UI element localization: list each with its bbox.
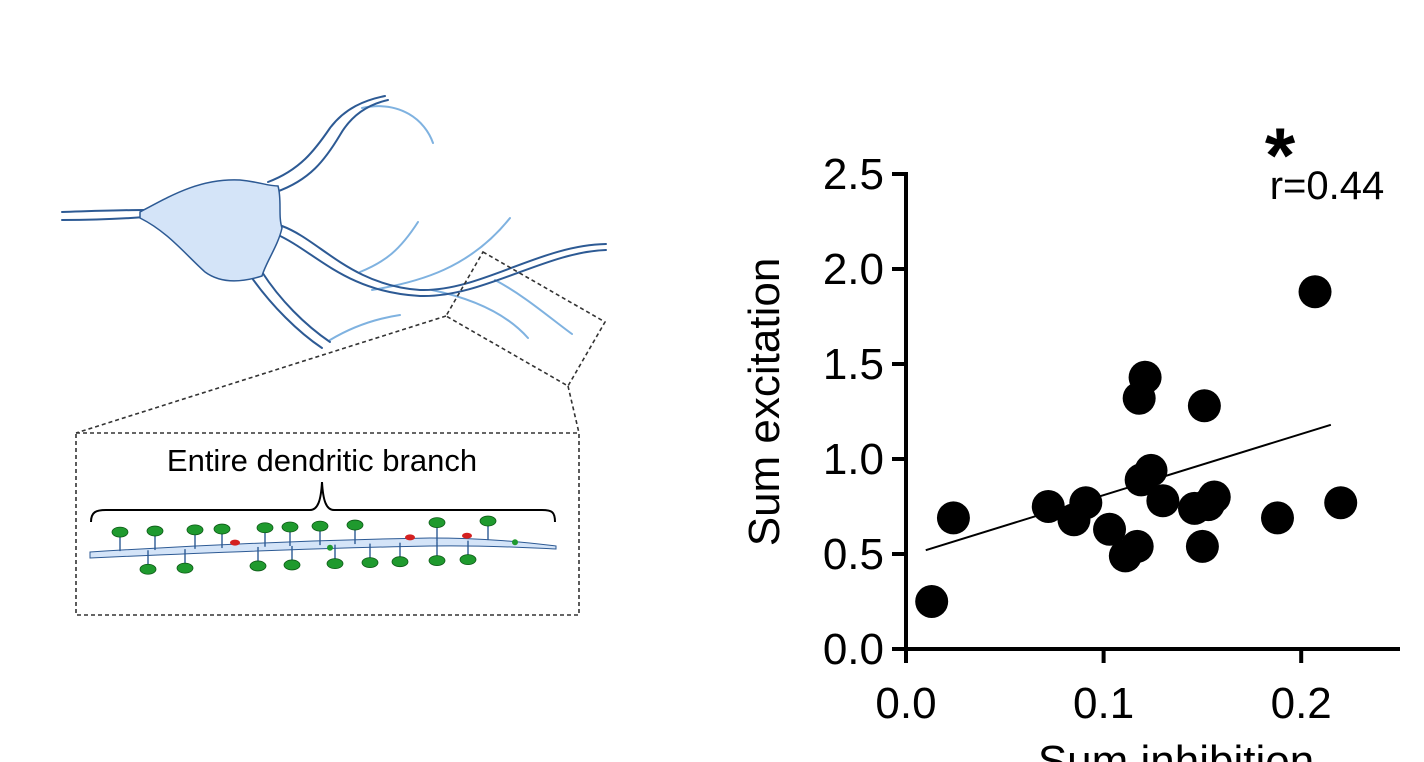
zoom-connector-left bbox=[75, 315, 447, 434]
zoom-connector-right bbox=[567, 385, 580, 434]
correlation-label: r=0.44 bbox=[1270, 164, 1385, 208]
excitatory-spine-head bbox=[391, 556, 409, 568]
inset-spines bbox=[111, 515, 518, 575]
excitatory-spine-head bbox=[326, 558, 344, 570]
inhibitory-synapse bbox=[462, 532, 472, 539]
y-tick-label: 0.5 bbox=[823, 530, 884, 579]
excitatory-spine-head bbox=[361, 557, 379, 568]
neuron-soma bbox=[139, 179, 283, 282]
x-tick-label: 0.0 bbox=[875, 679, 936, 728]
long-dendrite-a bbox=[281, 225, 607, 292]
y-tick-label: 0.0 bbox=[823, 625, 884, 674]
data-points bbox=[915, 275, 1358, 618]
scatter-point bbox=[1260, 501, 1294, 535]
excitatory-spine-head bbox=[311, 520, 329, 532]
axon-left-upper bbox=[61, 209, 146, 213]
excitatory-spine-head bbox=[111, 526, 129, 538]
excitatory-spine-head bbox=[346, 519, 364, 531]
scatter-point bbox=[1324, 486, 1358, 520]
branch-label: Entire dendritic branch bbox=[167, 443, 477, 478]
y-tick-label: 2.0 bbox=[823, 245, 884, 294]
inhibitory-synapse bbox=[230, 539, 240, 546]
thin-dendrite-box-a bbox=[494, 279, 573, 335]
excitatory-spine-head bbox=[459, 554, 477, 566]
excitatory-spine-head bbox=[428, 517, 446, 528]
inset-dendrite-shaft bbox=[89, 537, 557, 559]
y-tick-label: 1.5 bbox=[823, 340, 884, 389]
lower-dendrite-a bbox=[261, 271, 331, 343]
branch-brace bbox=[90, 481, 556, 523]
x-tick-label: 0.2 bbox=[1271, 679, 1332, 728]
scatter-point bbox=[1146, 484, 1180, 518]
thin-dendrite-lower bbox=[329, 314, 401, 341]
thin-dendrite-box-b bbox=[431, 289, 529, 339]
x-tick-label: 0.1 bbox=[1073, 679, 1134, 728]
shaft-synapse bbox=[512, 539, 518, 546]
scatter-point bbox=[1298, 275, 1332, 309]
scatter-point bbox=[1197, 480, 1231, 514]
apical-dendrite-b bbox=[275, 99, 389, 193]
neuron-illustration: Entire dendritic branch bbox=[61, 95, 607, 616]
y-axis-title: Sum excitation bbox=[740, 258, 789, 547]
y-tick-label: 1.0 bbox=[823, 435, 884, 484]
thin-dendrite-top bbox=[361, 105, 434, 144]
inhibitory-synapse bbox=[405, 534, 415, 541]
main-dendrites bbox=[61, 95, 607, 349]
x-axis-title: Sum inhibition bbox=[1038, 737, 1314, 762]
excitatory-spine-head bbox=[281, 521, 299, 533]
thin-dendrites bbox=[329, 105, 573, 341]
excitatory-spine-head bbox=[283, 559, 301, 571]
scatter-point bbox=[1031, 490, 1065, 523]
excitatory-spine-head bbox=[428, 555, 446, 566]
shaft-synapse bbox=[327, 544, 333, 551]
excitatory-spine-head bbox=[146, 525, 164, 537]
excitatory-spine-head bbox=[256, 522, 274, 534]
apical-dendrite-a bbox=[267, 95, 386, 183]
scatter-point bbox=[936, 501, 970, 535]
scatter-point bbox=[1187, 389, 1221, 423]
scatter-point bbox=[1134, 453, 1168, 487]
thin-dendrite-mid-right bbox=[371, 217, 511, 291]
long-dendrite-b bbox=[275, 233, 607, 298]
scatter-point bbox=[1120, 529, 1154, 563]
significance-marker: * bbox=[1265, 111, 1296, 199]
scatter-point bbox=[1185, 529, 1219, 563]
excitatory-spine-head bbox=[479, 515, 497, 527]
excitatory-spine-head bbox=[176, 562, 194, 574]
axon-left-lower bbox=[61, 216, 146, 221]
scatter-chart: 0.0 0.5 1.0 1.5 2.0 2.5 0.0 0.1 0.2 Sum excitat… bbox=[740, 111, 1400, 762]
scatter-point bbox=[915, 585, 949, 618]
excitatory-spine-head bbox=[249, 560, 267, 572]
scatter-point bbox=[1128, 360, 1162, 394]
y-axis-ticks: 0.0 0.5 1.0 1.5 2.0 2.5 bbox=[823, 150, 906, 674]
x-axis-ticks: 0.0 0.1 0.2 bbox=[875, 649, 1332, 728]
scatter-point bbox=[1093, 512, 1127, 546]
excitatory-spine-head bbox=[186, 524, 204, 536]
zoom-source-box bbox=[444, 250, 607, 388]
scatter-point bbox=[1069, 486, 1103, 520]
excitatory-spine-head bbox=[213, 523, 231, 535]
thin-dendrite-mid-up bbox=[359, 221, 419, 273]
excitatory-spine-head bbox=[139, 563, 157, 575]
y-tick-label: 2.5 bbox=[823, 150, 884, 199]
lower-dendrite-b bbox=[251, 277, 323, 349]
